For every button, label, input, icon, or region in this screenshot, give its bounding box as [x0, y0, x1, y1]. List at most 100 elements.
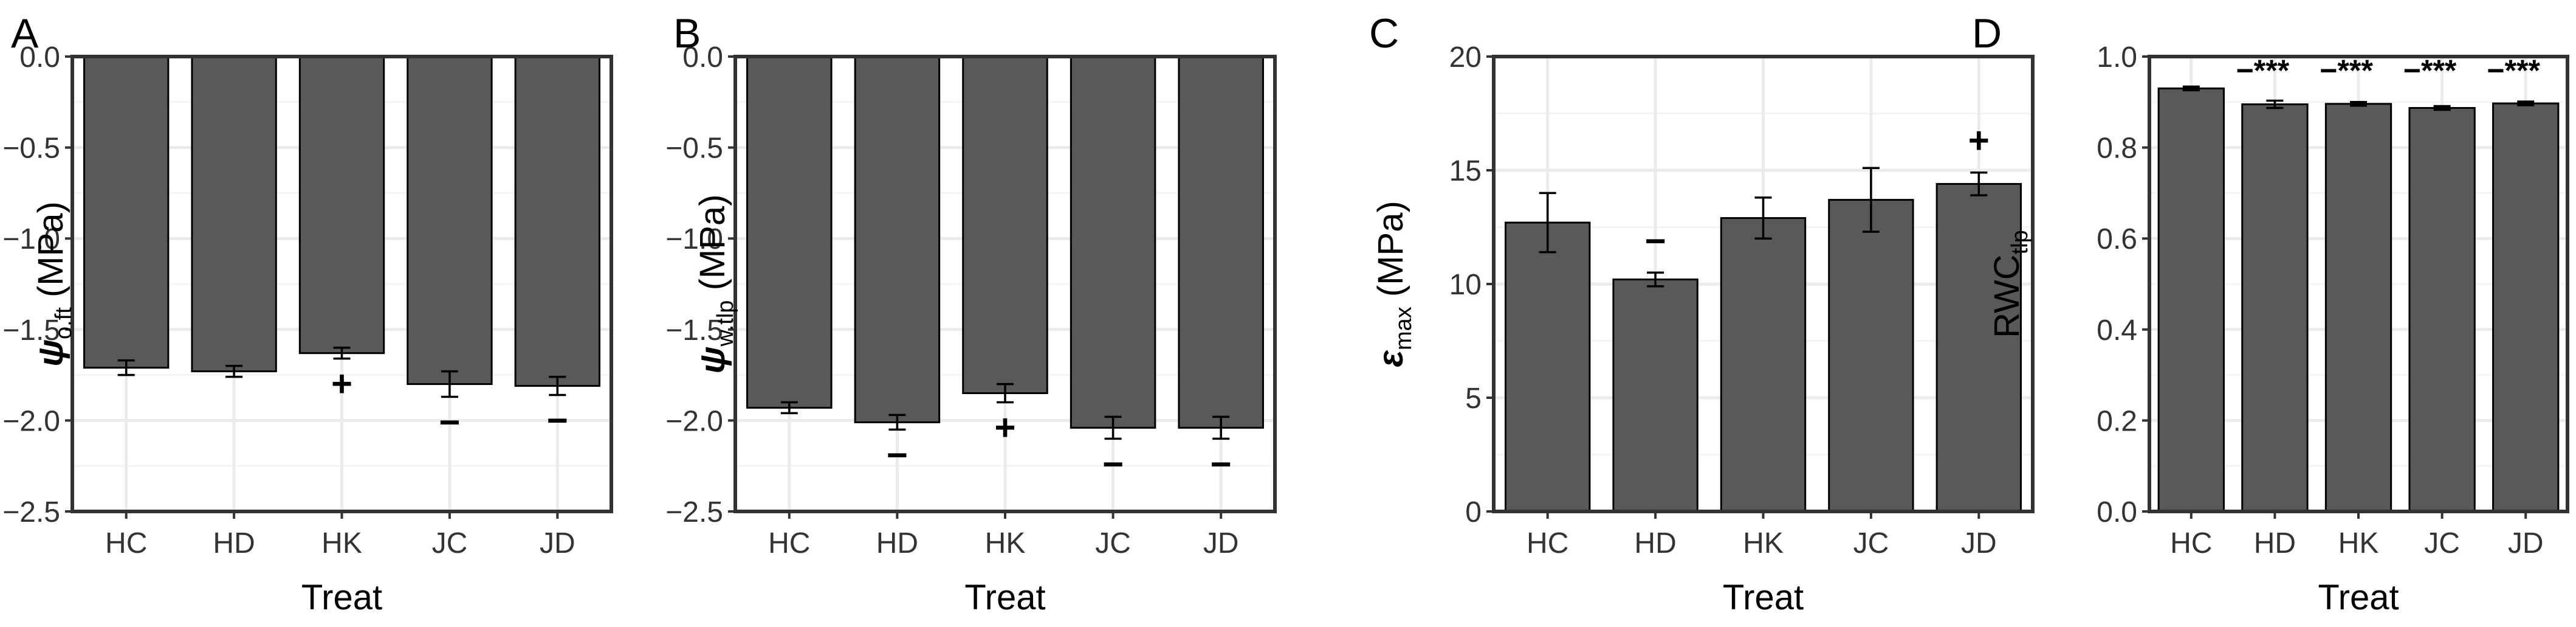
- bar-jd: [1178, 55, 1264, 429]
- y-tick-label: −1.0: [665, 223, 723, 255]
- x-tick-label: HC: [2170, 527, 2212, 559]
- significance-annotation: −: [887, 434, 908, 475]
- y-axis-subscript: o.ft: [51, 307, 77, 339]
- y-tick-label: 0.6: [2097, 223, 2137, 255]
- bar-hk: [2324, 103, 2392, 513]
- x-tick-label: HK: [985, 527, 1026, 559]
- x-tick-label: JD: [1961, 527, 1997, 559]
- significance-annotation: −***: [2320, 54, 2373, 88]
- significance-annotation: −: [1645, 220, 1666, 261]
- panel-letter: B: [673, 10, 701, 57]
- x-tick-label: HK: [2338, 527, 2379, 559]
- significance-annotation: −: [547, 400, 568, 441]
- y-axis-unit: (MPa): [1371, 201, 1410, 307]
- x-tick-label: HD: [1634, 527, 1676, 559]
- y-axis-unit: (MPa): [693, 195, 732, 300]
- x-axis-title: Treat: [1723, 578, 1804, 617]
- y-axis-title: RWCtlp: [1987, 230, 2033, 338]
- x-axis-title: Treat: [301, 578, 382, 617]
- significance-annotation: −: [439, 402, 460, 443]
- significance-annotation: −***: [2403, 54, 2457, 88]
- x-tick-label: HK: [321, 527, 362, 559]
- y-tick-label: 0.0: [19, 41, 60, 74]
- y-axis-title: ψw.tlp (MPa): [693, 195, 738, 374]
- x-tick-label: HC: [768, 527, 810, 559]
- y-tick-label: −0.5: [665, 133, 723, 165]
- x-tick-label: HC: [105, 527, 147, 559]
- y-axis-symbol: RWC: [1987, 254, 2027, 338]
- significance-annotation: −***: [2236, 54, 2290, 88]
- y-tick-label: 20: [1449, 41, 1482, 74]
- bar-hc: [83, 55, 170, 369]
- y-tick-label: −2.0: [2, 405, 60, 437]
- bar-hc: [2157, 87, 2225, 513]
- y-axis-symbol: ψ: [31, 339, 70, 367]
- y-axis-title: εmax (MPa): [1371, 201, 1417, 367]
- panel-letter: D: [1972, 10, 2002, 57]
- significance-annotation: +: [331, 364, 352, 404]
- x-tick-label: JD: [2508, 527, 2544, 559]
- y-tick-label: −2.5: [2, 496, 60, 528]
- x-tick-label: JC: [432, 527, 468, 559]
- y-tick-label: 0.0: [2097, 496, 2137, 528]
- y-tick-label: 0.4: [2097, 314, 2137, 347]
- x-tick-label: HD: [876, 527, 918, 559]
- x-tick-label: HC: [1527, 527, 1568, 559]
- bar-hc: [746, 55, 833, 409]
- y-tick-label: 0: [1465, 496, 1482, 528]
- bar-hd: [1612, 279, 1698, 513]
- x-axis-title: Treat: [964, 578, 1045, 617]
- y-tick-label: 10: [1449, 269, 1482, 301]
- y-tick-label: −0.5: [2, 133, 60, 165]
- y-axis-subscript: w.tlp: [713, 300, 738, 347]
- y-tick-label: −1.0: [2, 223, 60, 255]
- y-tick-label: 5: [1465, 383, 1482, 415]
- panel-a: + − − 0.0 −0.5 −1.0 −1.5 −2.0 −2.5 HC HD HK JC JD Trea…: [2, 10, 613, 617]
- bar-hk: [1720, 217, 1807, 513]
- y-tick-label: 0.0: [682, 41, 723, 74]
- bar-jc: [2408, 107, 2476, 513]
- bar-hd: [191, 55, 277, 373]
- y-axis-subscript: tlp: [2007, 230, 2033, 254]
- x-tick-label: JC: [1853, 527, 1889, 559]
- y-axis-symbol: ψ: [693, 347, 732, 374]
- y-axis-title: ψo.ft (MPa): [31, 201, 77, 367]
- significance-annotation: −: [1102, 443, 1124, 484]
- panel-letter: C: [1369, 10, 1399, 57]
- bar-jd: [1935, 182, 2022, 513]
- bar-hk: [298, 55, 385, 355]
- y-tick-label: 15: [1449, 155, 1482, 187]
- bar-jc: [407, 55, 493, 386]
- y-tick-label: −2.5: [665, 496, 723, 528]
- bar-jc: [1070, 55, 1156, 429]
- bar-hd: [854, 55, 941, 423]
- y-tick-label: −1.5: [665, 314, 723, 347]
- y-tick-label: 0.8: [2097, 133, 2137, 165]
- panel-b: − + − − 0.0 −0.5 −1.0 −1.5 −2.0 −2.5 HC HD HK JC JD Tre…: [665, 10, 1277, 617]
- panel-letter: A: [11, 10, 39, 57]
- x-axis-title: Treat: [2318, 578, 2399, 617]
- x-tick-label: JC: [1095, 527, 1131, 559]
- panel-d: −*** −*** −*** −*** 0.0 0.2 0.4 0.6 0.8 1.0 HC HD HK…: [1972, 10, 2569, 617]
- significance-annotation: −: [1211, 443, 1232, 484]
- bar-jc: [1828, 199, 1914, 513]
- x-tick-label: JC: [2424, 527, 2460, 559]
- x-tick-label: JD: [1203, 527, 1239, 559]
- y-tick-label: 0.2: [2097, 405, 2137, 437]
- y-axis-unit: (MPa): [31, 201, 70, 307]
- x-tick-label: HD: [213, 527, 255, 559]
- x-tick-label: JD: [540, 527, 575, 559]
- bar-jd: [2492, 102, 2560, 513]
- y-tick-label: −2.0: [665, 405, 723, 437]
- bar-jd: [514, 55, 600, 387]
- significance-annotation: +: [994, 407, 1015, 448]
- y-tick-label: −1.5: [2, 314, 60, 347]
- bar-hc: [1505, 221, 1591, 513]
- y-tick-label: 1.0: [2097, 41, 2137, 74]
- x-tick-label: HD: [2254, 527, 2296, 559]
- y-axis-subscript: max: [1391, 307, 1417, 350]
- y-axis-symbol: ε: [1371, 350, 1410, 367]
- x-tick-label: HK: [1743, 527, 1784, 559]
